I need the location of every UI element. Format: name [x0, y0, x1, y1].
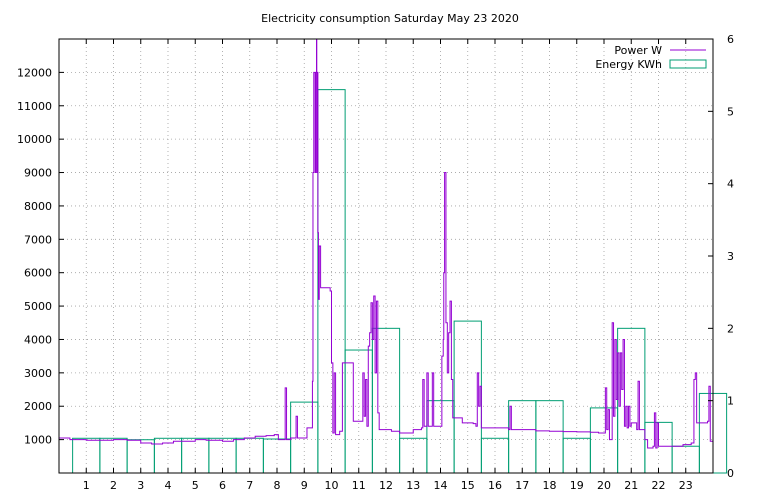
y2-tick-label: 3 [727, 250, 734, 263]
x-tick-label: 7 [246, 479, 253, 492]
y-tick-label: 8000 [24, 200, 52, 213]
y2-tick-label: 6 [727, 33, 734, 46]
chart-title: Electricity consumption Saturday May 23 … [261, 12, 519, 25]
x-tick-label: 5 [192, 479, 199, 492]
x-tick-label: 20 [597, 479, 611, 492]
x-tick-label: 13 [406, 479, 420, 492]
power-series-path [59, 38, 713, 449]
y-tick-label: 3000 [24, 367, 52, 380]
y2-tick-label: 5 [727, 105, 734, 118]
x-tick-label: 9 [301, 479, 308, 492]
y2-tick-label: 1 [727, 395, 734, 408]
x-tick-label: 22 [652, 479, 666, 492]
tick-layer: 1 2 3 4 5 6 7 8 9 10 11 12 13 14 15 16 17 18 19 20 21 22 23100… [17, 33, 734, 492]
legend: Power W Energy KWh [595, 44, 707, 71]
x-tick-label: 11 [352, 479, 366, 492]
x-tick-label: 2 [110, 479, 117, 492]
x-tick-label: 18 [543, 479, 557, 492]
x-tick-label: 23 [679, 479, 693, 492]
x-tick-label: 4 [165, 479, 172, 492]
x-tick-label: 15 [461, 479, 475, 492]
x-tick-label: 14 [434, 479, 448, 492]
legend-power-label: Power W [614, 44, 662, 57]
power-line [59, 38, 713, 449]
y-tick-label: 12000 [17, 66, 52, 79]
x-tick-label: 12 [379, 479, 393, 492]
y-tick-label: 11000 [17, 100, 52, 113]
y2-tick-label: 0 [727, 467, 734, 480]
x-tick-label: 21 [624, 479, 638, 492]
x-tick-label: 16 [488, 479, 502, 492]
x-tick-label: 19 [570, 479, 584, 492]
y-tick-label: 1000 [24, 434, 52, 447]
y-tick-label: 2000 [24, 400, 52, 413]
grid-layer [59, 39, 713, 473]
x-tick-label: 17 [515, 479, 529, 492]
x-tick-label: 6 [219, 479, 226, 492]
x-tick-label: 3 [137, 479, 144, 492]
y-tick-label: 10000 [17, 133, 52, 146]
y-tick-label: 9000 [24, 167, 52, 180]
x-tick-label: 10 [325, 479, 339, 492]
legend-energy-swatch [669, 59, 707, 69]
x-tick-label: 1 [83, 479, 90, 492]
x-tick-label: 8 [274, 479, 281, 492]
y2-tick-label: 2 [727, 322, 734, 335]
y-tick-label: 7000 [24, 233, 52, 246]
legend-energy-label: Energy KWh [595, 58, 662, 71]
y-tick-label: 4000 [24, 333, 52, 346]
y-tick-label: 6000 [24, 267, 52, 280]
y2-tick-label: 4 [727, 178, 734, 191]
y-tick-label: 5000 [24, 300, 52, 313]
